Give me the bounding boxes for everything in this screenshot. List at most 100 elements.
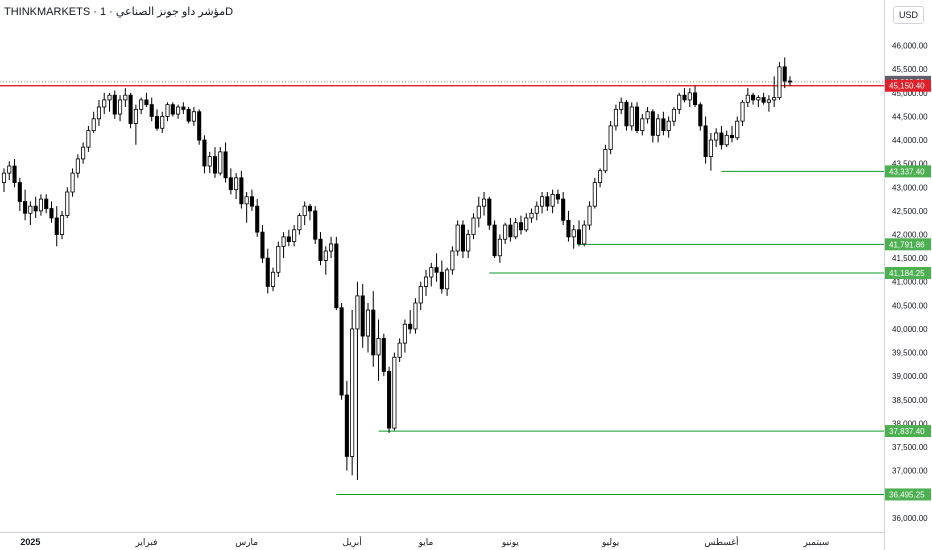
resistance-label-bg: [885, 79, 931, 92]
candle-body: [28, 205, 33, 214]
candle-53: [281, 232, 286, 259]
candle-147: [777, 62, 782, 100]
candle-132: [698, 102, 703, 131]
candle-body: [170, 104, 175, 115]
candle-body: [149, 104, 154, 117]
candle-body: [376, 337, 381, 356]
candle-body: [455, 224, 460, 252]
candle-body: [234, 177, 239, 191]
candle-body: [445, 269, 450, 290]
candle-body: [756, 97, 761, 101]
candle-body: [118, 99, 123, 115]
candle-60: [318, 232, 323, 266]
candle-59: [313, 206, 318, 244]
candle-body: [270, 271, 276, 287]
candle-3: [17, 177, 22, 211]
candles: [1, 57, 793, 481]
candle-50: [265, 248, 270, 294]
candle-body: [371, 309, 376, 356]
candle-body: [91, 118, 96, 132]
candle-body: [682, 94, 687, 101]
candle-body: [466, 234, 471, 252]
candle-body: [703, 125, 708, 157]
candle-55: [292, 225, 297, 247]
candle-body: [344, 394, 349, 457]
candle-body: [292, 229, 297, 242]
candle-body: [439, 271, 444, 290]
price-tick-label: 41,500.00: [892, 254, 928, 263]
candle-142: [751, 92, 756, 105]
candle-body: [54, 217, 59, 235]
candle-body: [434, 267, 439, 273]
candle-body: [529, 212, 534, 219]
candle-127: [671, 107, 676, 126]
candle-31: [165, 102, 170, 122]
currency-button[interactable]: USD: [893, 6, 925, 24]
candle-body: [698, 104, 703, 127]
candle-43: [228, 168, 233, 195]
candle-12: [65, 187, 70, 218]
candle-body: [360, 295, 365, 337]
candle-body: [677, 94, 682, 110]
price-tick-label: 40,500.00: [892, 301, 928, 310]
price-tick-label: 37,000.00: [892, 467, 928, 476]
resistance-label: 45,150.40: [885, 79, 931, 92]
time-axis[interactable]: 2025 فبراير مارس أبريل مايو يونيو يوليو أغسطس سب…: [20, 536, 829, 548]
candle-body: [96, 106, 101, 120]
support-label-2-text: 41,184.25: [889, 269, 925, 278]
support-label-0-text: 43,337.40: [889, 167, 925, 176]
candle-body: [186, 108, 191, 122]
candle-body: [487, 198, 492, 226]
candle-body: [207, 156, 212, 167]
candle-77: [408, 310, 413, 334]
candle-58: [307, 203, 312, 221]
candle-19: [102, 92, 107, 115]
candle-37: [197, 109, 202, 145]
candle-6: [33, 196, 38, 218]
support-label-1: 41,791.86: [885, 238, 931, 251]
candle-7: [38, 194, 43, 216]
candle-body: [582, 224, 587, 245]
candle-4: [23, 189, 28, 221]
time-tick-label: أبريل: [343, 536, 362, 548]
candle-body: [766, 99, 771, 103]
candle-body: [355, 295, 360, 330]
candle-body: [165, 104, 170, 117]
candle-141: [745, 88, 750, 107]
candle-131: [693, 85, 698, 107]
candle-30: [160, 111, 165, 133]
candle-75: [397, 338, 402, 362]
candle-36: [191, 107, 196, 126]
candle-78: [413, 298, 418, 334]
candle-body: [423, 276, 429, 287]
candle-body: [735, 120, 740, 139]
candle-body: [619, 101, 624, 110]
candle-body: [761, 97, 766, 103]
candle-body: [276, 245, 281, 273]
candle-body: [561, 198, 566, 221]
candle-149: [787, 76, 793, 86]
candle-body: [714, 132, 719, 141]
candle-body: [318, 238, 323, 261]
candle-29: [154, 109, 160, 131]
candle-body: [44, 198, 49, 209]
price-axis[interactable]: 36,000.0036,500.0037,000.0037,500.0038,0…: [892, 42, 928, 523]
candle-body: [154, 116, 160, 129]
candle-5: [28, 201, 33, 226]
candle-103: [545, 192, 550, 211]
instrument-name: مؤشر داو جونز الصناعي: [115, 6, 226, 18]
candle-65: [344, 380, 349, 471]
candle-106: [561, 192, 566, 226]
candle-body: [144, 99, 149, 106]
candle-94: [497, 234, 502, 263]
candle-1: [7, 161, 12, 181]
candle-body: [671, 108, 676, 122]
candle-111: [587, 201, 592, 230]
candle-body: [540, 196, 545, 207]
candle-body: [228, 177, 233, 191]
candle-45: [239, 170, 244, 209]
candle-body: [503, 224, 508, 240]
price-tick-label: 43,000.00: [892, 183, 928, 192]
candle-body: [392, 356, 397, 429]
